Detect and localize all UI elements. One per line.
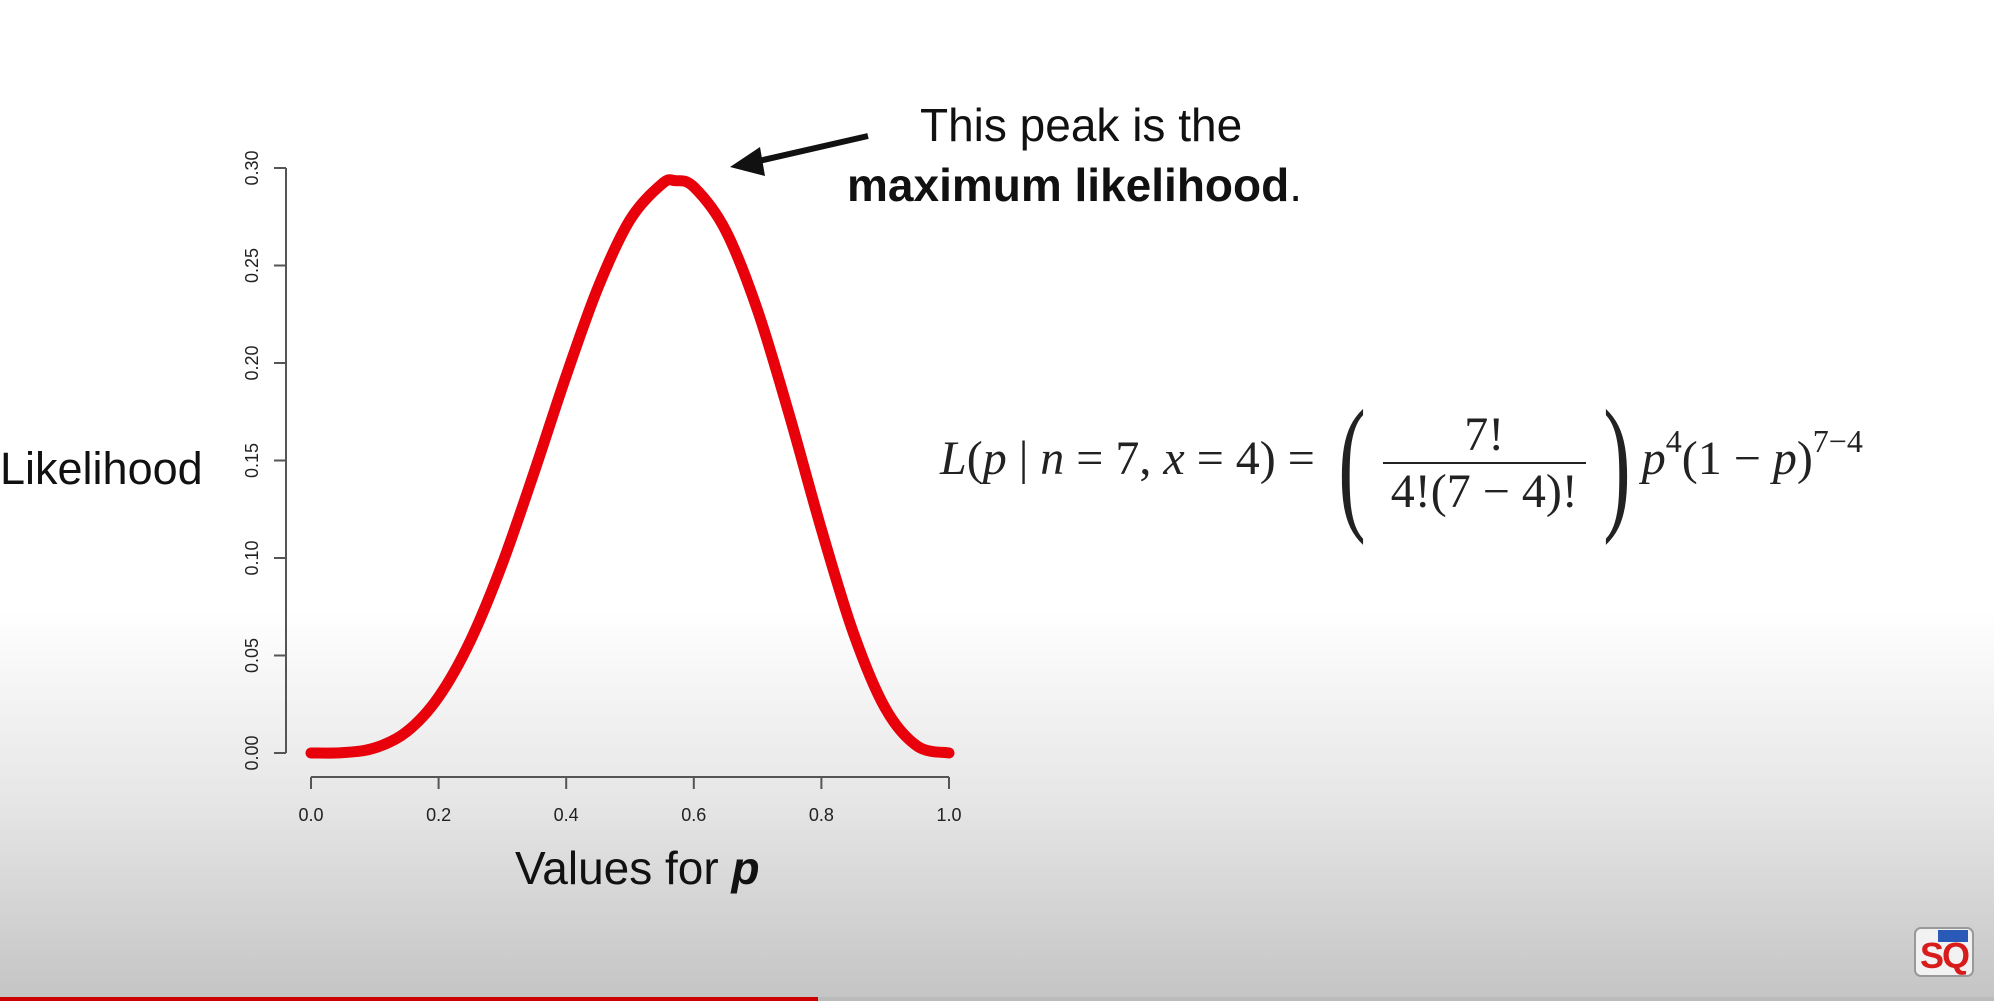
y-axis-label: Likelihood: [0, 443, 203, 494]
annotation-period: .: [1289, 159, 1302, 211]
fraction-denominator: 4!(7 − 4)!: [1390, 465, 1578, 518]
x-tick-label: 0.2: [426, 805, 451, 825]
video-progress-bar[interactable]: [0, 997, 1994, 1001]
y-tick-label: 0.00: [242, 735, 262, 770]
channel-logo-icon: S Q: [1914, 927, 1974, 977]
x-axis-label-var: p: [729, 842, 759, 894]
y-tick-label: 0.30: [242, 150, 262, 185]
chart-series: [305, 174, 955, 759]
x-axis-label: Values for p: [515, 842, 760, 894]
chart-ticks: 0.0 0.2 0.4 0.6 0.8 1.0 0.00 0.05 0.10 0.15 0.20 0.…: [242, 150, 962, 825]
x-tick-label: 0.8: [809, 805, 834, 825]
annotation-arrow: [730, 133, 869, 176]
annotation-line-1: This peak is the: [920, 99, 1243, 151]
y-tick-label: 0.15: [242, 443, 262, 478]
x-tick-label: 0.0: [298, 805, 323, 825]
y-tick-label: 0.20: [242, 345, 262, 380]
y-tick-label: 0.05: [242, 638, 262, 673]
annotation-emphasis: maximum likelihood: [847, 159, 1290, 211]
y-tick-label: 0.25: [242, 248, 262, 283]
series-line-0: [305, 174, 955, 759]
annotation-line-2: maximum likelihood.: [847, 158, 1302, 212]
binomial-coefficient: 7! 4!(7 − 4)!: [1382, 407, 1586, 519]
x-tick-label: 0.4: [554, 805, 579, 825]
x-tick-label: 1.0: [936, 805, 961, 825]
likelihood-formula: L(p | n = 7, x = 4) = (7! 4!(7 − 4)!) p4(1…: [940, 380, 1863, 546]
y-tick-label: 0.10: [242, 540, 262, 575]
x-tick-label: 0.6: [681, 805, 706, 825]
chart-axes: [285, 168, 949, 778]
video-progress-fill: [0, 997, 818, 1001]
fraction-numerator: 7!: [1382, 407, 1586, 464]
